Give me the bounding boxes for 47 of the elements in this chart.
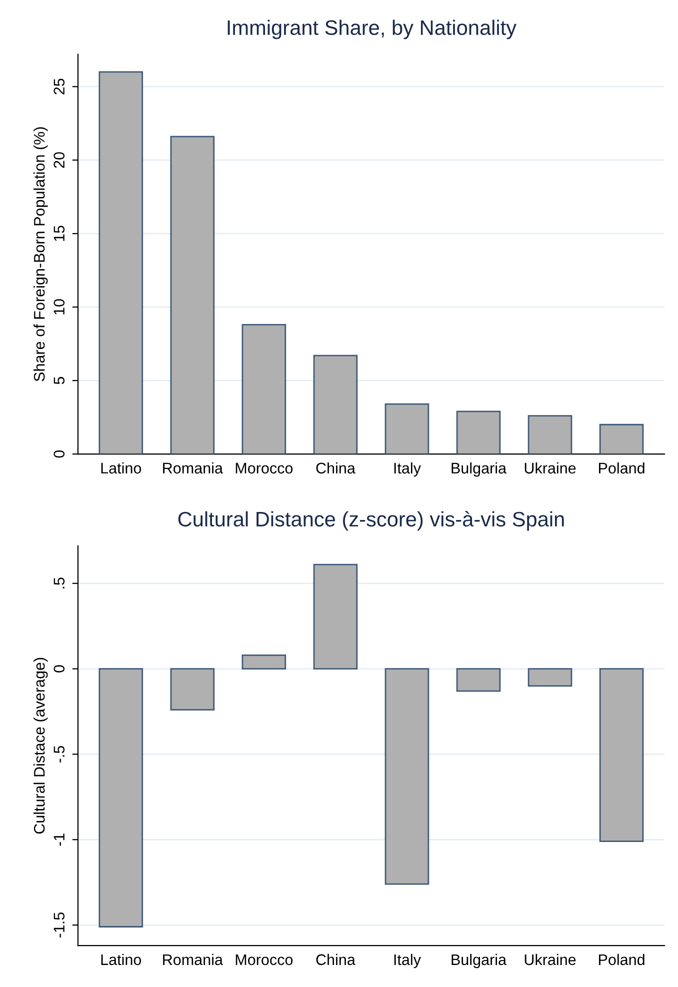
- bar: [98, 71, 144, 454]
- y-tick-label: -.5: [54, 746, 65, 762]
- bar: [456, 410, 501, 454]
- x-tick-label: Bulgaria: [452, 462, 507, 477]
- y-tick-label: 10: [54, 299, 65, 314]
- bar: [384, 403, 430, 454]
- x-tick-label: Romania: [163, 954, 223, 966]
- x-tick-label: Poland: [598, 462, 644, 474]
- x-tick-label: Italy: [394, 954, 421, 968]
- x-tick-label: Italy: [394, 462, 421, 477]
- bar: [170, 136, 215, 454]
- bar: [528, 668, 572, 687]
- x-tick-label: Ukraine: [524, 462, 576, 474]
- x-tick-label: Morocco: [236, 462, 293, 474]
- x-tick-label: Morocco: [236, 954, 293, 966]
- x-tick-label: China: [316, 462, 356, 474]
- x-tick-label: Ukraine: [524, 954, 576, 966]
- y-tick-label: -1: [54, 834, 64, 846]
- x-tick-label: China: [316, 954, 356, 966]
- y-tick-label: 25: [54, 78, 65, 94]
- y-tick-label: -1.5: [54, 912, 65, 938]
- bar: [384, 668, 430, 885]
- x-tick-label: Latino: [101, 462, 142, 474]
- y-tick-label: 0: [54, 450, 65, 458]
- bar: [242, 324, 286, 454]
- bar: [528, 415, 572, 454]
- bar: [456, 668, 501, 692]
- bar: [599, 424, 644, 454]
- y-axis-title: Cultural Distace (average): [34, 658, 48, 834]
- chart-title: Immigrant Share, by Nationality: [228, 20, 516, 40]
- bar: [313, 564, 358, 670]
- bar: [98, 668, 144, 928]
- y-axis-title: Share of Foreign-Born Population (%): [34, 127, 48, 382]
- chart-title: Cultural Distance (z-score) vis-à-vis Spain: [178, 511, 564, 531]
- bar: [170, 668, 215, 710]
- y-tick-label: 0: [54, 665, 65, 672]
- x-tick-label: Latino: [101, 954, 142, 966]
- x-tick-label: Poland: [598, 954, 644, 966]
- y-tick-label: .5: [54, 578, 65, 588]
- bar: [599, 668, 644, 842]
- y-tick-label: 20: [54, 152, 65, 168]
- x-tick-label: Bulgaria: [452, 954, 507, 968]
- y-tick-label: 5: [54, 376, 65, 384]
- x-tick-label: Romania: [163, 462, 223, 474]
- bar: [242, 654, 286, 670]
- bar: [313, 354, 358, 454]
- y-tick-label: 15: [54, 226, 65, 241]
